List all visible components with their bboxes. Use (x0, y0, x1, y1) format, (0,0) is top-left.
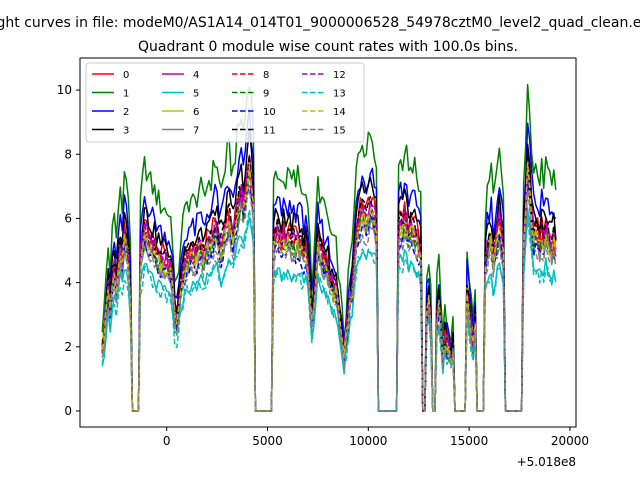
legend-label-12: 12 (333, 70, 346, 81)
legend-label-1: 1 (123, 89, 129, 100)
legend-label-9: 9 (263, 89, 269, 100)
legend-label-8: 8 (263, 70, 269, 81)
series-line-15 (102, 189, 557, 412)
x-tick-label: 5000 (252, 434, 283, 448)
figure-suptitle: Light curves in file: modeM0/AS1A14_014T… (0, 15, 640, 31)
legend-label-5: 5 (193, 89, 199, 100)
y-tick-label: 2 (64, 340, 72, 354)
legend-label-10: 10 (263, 107, 276, 118)
legend-label-14: 14 (333, 107, 346, 118)
legend-label-4: 4 (193, 70, 199, 81)
x-tick-label: 0 (163, 434, 171, 448)
legend-label-13: 13 (333, 89, 346, 100)
legend-label-3: 3 (123, 126, 129, 137)
axes-frame (79, 57, 577, 428)
legend-label-15: 15 (333, 126, 346, 137)
chart-title: Quadrant 0 module wise count rates with … (138, 39, 518, 55)
y-tick-label: 8 (64, 147, 72, 161)
legend-box (85, 62, 365, 143)
legend-label-6: 6 (193, 107, 199, 118)
series-layer (101, 83, 557, 412)
x-offset-label: +5.018e8 (517, 455, 576, 469)
y-axis: 0 2 4 6 8 10 (57, 83, 80, 418)
y-tick-label: 6 (64, 211, 72, 225)
legend-label-2: 2 (123, 107, 129, 118)
y-tick-label: 10 (57, 83, 72, 97)
legend-label-7: 7 (193, 126, 199, 137)
y-tick-label: 0 (64, 404, 72, 418)
x-axis: 0 5000 10000 15000 20000 (163, 427, 589, 448)
legend-label-0: 0 (123, 70, 129, 81)
legend-label-11: 11 (263, 126, 276, 137)
y-tick-label: 4 (64, 276, 72, 290)
x-tick-label: 10000 (349, 434, 387, 448)
x-tick-label: 20000 (551, 434, 589, 448)
x-tick-label: 15000 (450, 434, 488, 448)
